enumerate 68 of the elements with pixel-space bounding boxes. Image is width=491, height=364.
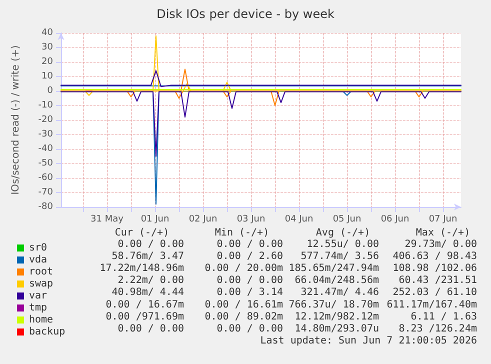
- y-tick-label: 30: [42, 42, 54, 52]
- y-tick-label: 20: [42, 57, 54, 67]
- text: 0.00 / 16.67m: [106, 299, 184, 310]
- legend-label: home: [29, 314, 54, 326]
- y-tick-label: -50: [38, 158, 54, 168]
- text: 0.00 / 0.00: [216, 275, 283, 286]
- text: 14.80m/293.07u: [294, 323, 379, 334]
- text: 0.00 / 0.00: [216, 323, 283, 334]
- legend-label: vda: [29, 254, 48, 266]
- text: 12.55u/ 0.00: [306, 239, 379, 250]
- x-tick-label: 31 May: [90, 214, 124, 224]
- y-tick-label: 10: [42, 72, 54, 82]
- text: 0.00 / 2.60: [216, 251, 283, 262]
- text: 29.73m/ 0.00: [404, 239, 477, 250]
- text: 0.00 / 0.00: [216, 239, 283, 250]
- text: 40.98m/ 4.44: [112, 287, 184, 298]
- legend-label: var: [29, 290, 48, 302]
- text: 6.11 / 1.63: [410, 311, 477, 322]
- text: 611.17m/167.40m: [386, 299, 477, 310]
- x-tick-label: 05 Jun: [332, 214, 362, 224]
- text: 0.00 / 0.00: [118, 323, 184, 334]
- text: Avg (-/+): [316, 228, 370, 238]
- text: 2.22m/ 0.00: [118, 275, 184, 286]
- legend-label: root: [29, 266, 54, 278]
- text: Cur (-/+): [114, 228, 170, 238]
- text: 0.00 / 89.02m: [204, 311, 283, 322]
- text: 0.00 / 0.00: [118, 239, 184, 250]
- x-tick-label: 07 Jun: [428, 214, 458, 224]
- legend-label: backup: [29, 326, 66, 338]
- text: Min (-/+): [214, 228, 270, 238]
- x-tick-label: 06 Jun: [380, 214, 410, 224]
- x-tick-label: 01 Jun: [140, 214, 170, 224]
- text: 12.12m/982.12m: [294, 311, 379, 322]
- y-tick-label: 40: [42, 28, 54, 38]
- text: 0.00 / 20.00m: [204, 263, 283, 274]
- y-tick-label: -10: [38, 100, 54, 110]
- x-tick-label: 03 Jun: [236, 214, 266, 224]
- y-tick-label: -60: [38, 173, 54, 183]
- text: 766.37u/ 18.70m: [288, 299, 379, 310]
- text: 0.00 / 3.14: [216, 287, 283, 298]
- legend-label: sr0: [29, 242, 48, 254]
- y-tick-label: -70: [38, 188, 54, 198]
- text: 108.98 /102.06: [392, 263, 477, 274]
- y-tick-label: -40: [38, 144, 54, 154]
- text: 8.23 /126.24m: [398, 323, 477, 334]
- y-axis-title: IOs/second read (-) / write (+): [10, 45, 22, 195]
- y-tick-label: 0: [47, 86, 54, 96]
- text: 60.43 /231.51: [398, 275, 477, 286]
- y-tick-label: -30: [38, 130, 54, 140]
- x-tick-label: 02 Jun: [188, 214, 218, 224]
- text: 0.00 / 16.61m: [204, 299, 283, 310]
- text: 577.74m/ 3.56: [300, 251, 379, 262]
- text: 0.00 /971.69m: [106, 311, 184, 322]
- text: 17.22m/148.96m: [100, 263, 184, 274]
- text: 252.03 / 61.10: [392, 287, 477, 298]
- legend-label: tmp: [29, 302, 48, 314]
- text: 321.47m/ 4.46: [300, 287, 379, 298]
- chart-title: Disk IOs per device - by week: [156, 7, 334, 21]
- text: 406.63 / 98.43: [392, 251, 477, 262]
- y-tick-label: -80: [38, 202, 54, 212]
- text: 66.04m/248.56m: [294, 275, 379, 286]
- text: 58.76m/ 3.47: [112, 251, 184, 262]
- legend-label: swap: [29, 278, 54, 290]
- x-tick-label: 04 Jun: [284, 214, 314, 224]
- text: Last update: Sun Jun 7 21:00:05 2026: [260, 335, 477, 346]
- text: Max (-/+): [416, 228, 470, 238]
- text: 185.65m/247.94m: [288, 263, 379, 274]
- y-tick-label: -20: [38, 115, 54, 125]
